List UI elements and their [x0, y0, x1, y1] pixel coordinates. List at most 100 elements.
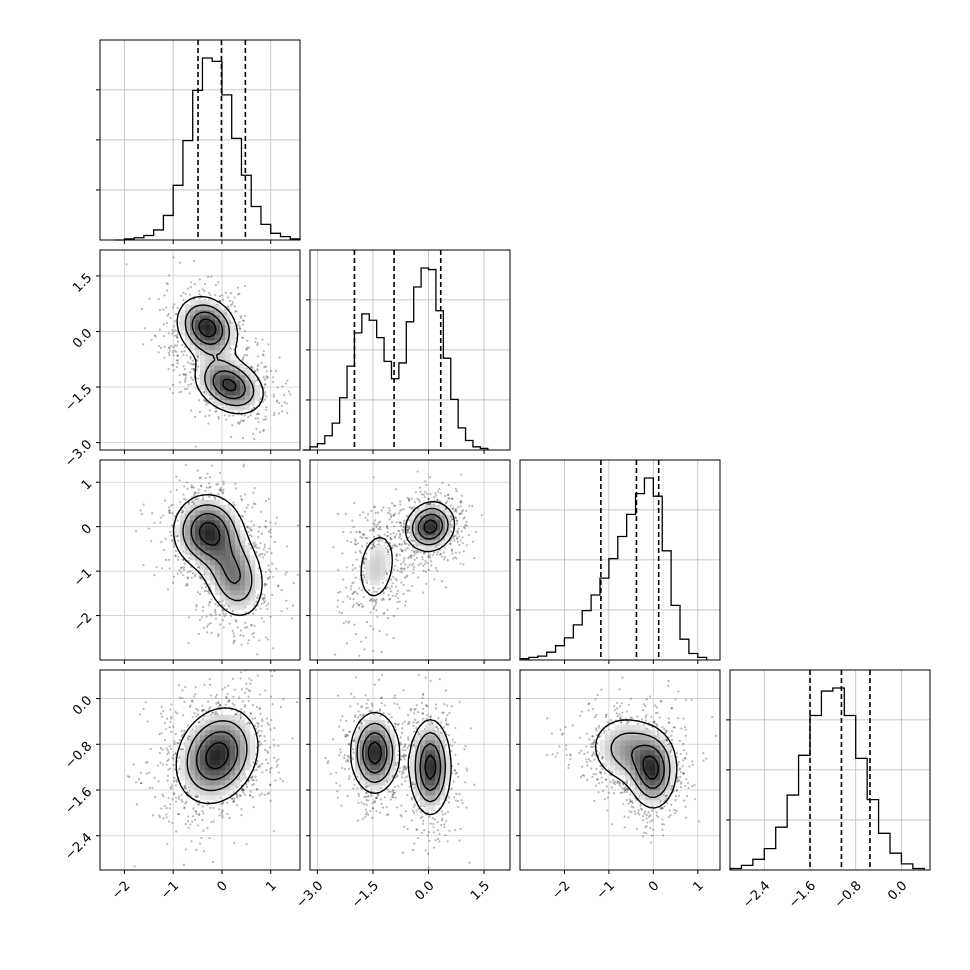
scatter-point [195, 605, 198, 608]
density-cell [225, 375, 231, 381]
scatter-point [281, 410, 284, 413]
scatter-point [281, 780, 285, 783]
scatter-point [164, 558, 168, 562]
scatter-point [165, 717, 169, 720]
scatter-point [373, 606, 376, 609]
panel-frame [99, 39, 301, 241]
scatter-point [171, 798, 174, 801]
scatter-point [175, 488, 179, 491]
density-cell [190, 515, 196, 521]
density-cell [215, 305, 221, 311]
scatter-point [209, 492, 213, 495]
scatter-point [187, 786, 190, 789]
scatter-point [191, 572, 194, 575]
scatter-point [266, 751, 270, 754]
density-cell [435, 535, 441, 541]
scatter-point [361, 545, 364, 548]
scatter-point [193, 818, 197, 822]
scatter-point [167, 588, 170, 591]
density-cell [185, 515, 191, 521]
scatter-point [341, 552, 344, 555]
scatter-point [187, 735, 190, 738]
scatter-point [264, 570, 267, 574]
density-cell [210, 315, 216, 321]
scatter-point [460, 494, 463, 497]
density-cell [215, 565, 221, 571]
scatter-point [252, 806, 255, 809]
scatter-point [177, 742, 180, 745]
scatter-point [205, 401, 208, 404]
scatter-point [277, 584, 280, 587]
scatter-point [271, 703, 274, 706]
density-cell [240, 560, 246, 566]
scatter-point [402, 583, 405, 587]
scatter-point [449, 504, 452, 507]
scatter-point [241, 787, 244, 791]
scatter-point [457, 506, 460, 509]
scatter-point [460, 510, 464, 513]
scatter-point [262, 428, 265, 432]
scatter-point [415, 551, 419, 554]
scatter-point [183, 786, 186, 790]
scatter-point [446, 500, 449, 503]
scatter-point [171, 503, 174, 506]
density-cell [240, 385, 246, 391]
scatter-point [226, 801, 229, 804]
scatter-point [215, 483, 218, 486]
density-cell [210, 545, 216, 551]
density-cell [375, 575, 381, 581]
density-cell [195, 310, 201, 316]
scatter-point [444, 586, 448, 589]
scatter-point [262, 601, 266, 604]
scatter-point [176, 535, 179, 538]
scatter-point [263, 543, 267, 546]
scatter-point [160, 732, 163, 735]
scatter-point [160, 540, 163, 544]
density-cell [200, 555, 206, 561]
scatter-point [391, 582, 394, 585]
scatter-point [202, 399, 206, 402]
scatter-point [338, 590, 342, 593]
scatter-point [385, 572, 388, 575]
scatter-point [357, 604, 361, 607]
scatter-point [222, 406, 225, 409]
scatter-point [209, 293, 212, 296]
scatter-point [221, 608, 224, 612]
scatter-point [174, 752, 177, 756]
scatter-point [342, 578, 345, 581]
density-cell [240, 600, 246, 606]
density-cell [420, 545, 426, 551]
scatter-point [398, 521, 401, 524]
scatter-point [413, 558, 416, 561]
density-cell [210, 380, 216, 386]
scatter-point [203, 289, 206, 292]
scatter-point [252, 523, 255, 526]
scatter-point [208, 482, 211, 485]
scatter-point [352, 590, 356, 594]
density-cell [205, 355, 211, 361]
density-cell [245, 405, 251, 411]
scatter-point [198, 292, 201, 296]
scatter-point [248, 677, 251, 680]
scatter-point [389, 587, 392, 590]
scatter-point [172, 763, 175, 767]
scatter-point [133, 865, 136, 868]
scatter-point [413, 550, 416, 553]
scatter-point [246, 526, 249, 529]
scatter-point [233, 296, 236, 299]
scatter-point [235, 786, 239, 789]
scatter-point [199, 476, 202, 479]
scatter-point [353, 501, 356, 505]
scatter-point [247, 695, 250, 698]
scatter-point [399, 548, 402, 551]
scatter-point [263, 749, 267, 752]
density-cell [235, 600, 241, 606]
density-cell [420, 525, 426, 531]
scatter-point [269, 369, 273, 373]
scatter-point [365, 537, 369, 540]
density-cell [185, 320, 191, 326]
scatter-point [256, 787, 259, 791]
scatter-point [352, 591, 355, 595]
scatter-point [374, 601, 378, 605]
scatter-point [168, 346, 171, 350]
